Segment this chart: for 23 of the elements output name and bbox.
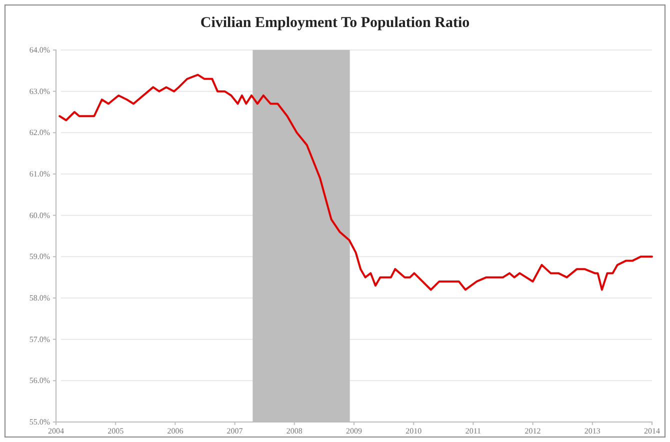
- x-tick-label: 2007: [226, 426, 243, 436]
- x-tick-label: 2006: [167, 426, 184, 436]
- x-tick-label: 2008: [286, 426, 302, 436]
- x-tick-label: 2014: [644, 426, 660, 436]
- y-tick-label: 56.0%: [29, 376, 50, 386]
- y-tick-label: 61.0%: [29, 170, 50, 179]
- x-tick-label: 2012: [524, 426, 541, 436]
- y-tick-label: 63.0%: [29, 86, 50, 96]
- y-tick-label: 55.0%: [29, 418, 50, 427]
- y-tick-label: 62.0%: [29, 128, 50, 138]
- y-tick-label: 60.0%: [29, 210, 50, 220]
- line-series: [58, 74, 653, 291]
- x-tick-label: 2010: [406, 426, 422, 436]
- y-tick-label: 64.0%: [29, 46, 50, 55]
- x-tick-label: 2011: [465, 426, 482, 436]
- x-tick-label: 2005: [108, 426, 124, 436]
- x-tick-label: 2013: [584, 426, 600, 436]
- chart-title: Civilian Employment To Population Ratio: [200, 15, 470, 31]
- y-tick-label: 59.0%: [29, 252, 50, 262]
- y-tick-label: 58.0%: [29, 294, 50, 303]
- x-tick-label: 2004: [48, 426, 64, 436]
- x-tick-label: 2009: [346, 426, 362, 436]
- y-tick-label: 57.0%: [29, 334, 50, 344]
